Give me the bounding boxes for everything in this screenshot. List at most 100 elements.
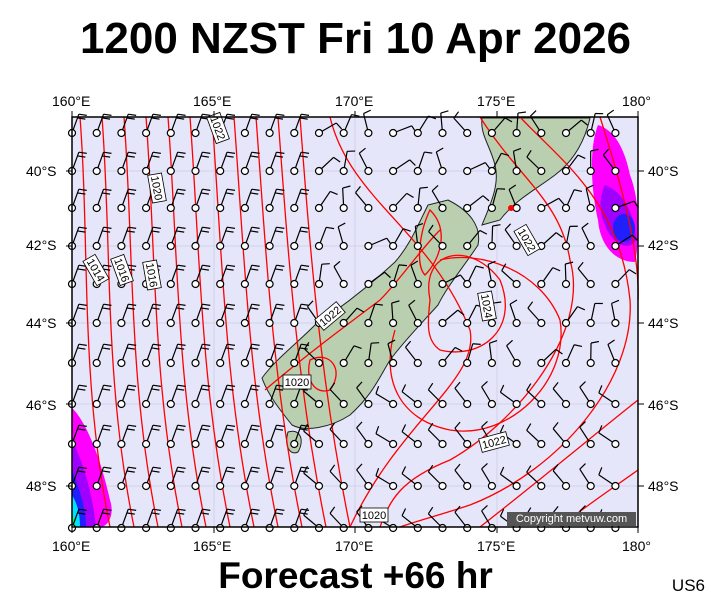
wind-station-circle (389, 399, 398, 409)
wind-station-circle (265, 439, 274, 449)
wind-station-circle (117, 523, 126, 533)
wind-barb-feather (250, 268, 259, 271)
wind-station-circle (487, 128, 496, 138)
wind-station-circle (216, 203, 225, 213)
wind-barb-feather (481, 504, 488, 512)
wind-barb-feather (598, 385, 603, 394)
wind-barb-feather (128, 113, 137, 116)
wind-barb-feather (509, 299, 518, 305)
wind-station-circle (265, 358, 274, 368)
wind-barb-feather (103, 303, 112, 306)
wind-station-circle (290, 128, 299, 138)
wind-barb-feather (552, 267, 561, 272)
wind-barb-feather (574, 344, 583, 348)
wind-barb-feather (250, 470, 259, 473)
wind-barb-feather (479, 229, 488, 235)
wind-station-circle (339, 399, 348, 409)
copyright-notice: Copyright metvuw.com (507, 512, 636, 526)
wind-station-circle (314, 439, 324, 449)
wind-barb-feather (78, 466, 87, 469)
wind-barb-feather (401, 508, 407, 516)
wind-station-circle (142, 523, 151, 533)
wind-station-circle (438, 203, 447, 213)
wind-barb-feather (176, 192, 185, 195)
wind-barb-feather (579, 421, 586, 428)
wind-barb-feather (304, 342, 310, 350)
wind-station-circle (191, 358, 200, 368)
wind-barb-feather (251, 188, 260, 191)
wind-station-circle (463, 279, 472, 289)
wind-station-circle (512, 203, 521, 213)
wind-barb-feather (151, 428, 160, 431)
wind-barb-feather (454, 346, 463, 352)
wind-barb-feather (631, 234, 639, 242)
wind-barb-feather (517, 111, 527, 114)
wind-station-circle (586, 318, 595, 328)
wind-barb-feather (526, 465, 532, 473)
wind-barb-feather (481, 420, 488, 428)
wind-station-circle (512, 279, 521, 289)
wind-station-circle (216, 241, 225, 251)
wind-barb-feather (457, 309, 465, 316)
wind-station-circle (339, 439, 348, 449)
wind-station-circle (438, 166, 447, 176)
wind-barb-feather (415, 223, 424, 227)
wind-barb-feather (151, 470, 160, 473)
wind-barb-feather (78, 384, 87, 387)
wind-station-circle (487, 241, 496, 251)
wind-barb-feather (103, 113, 112, 116)
wind-barb-feather (342, 185, 351, 189)
wind-barb-feather (454, 381, 461, 389)
wind-station-circle (463, 481, 472, 491)
wind-barb-feather (77, 388, 86, 391)
wind-barb-feather (274, 268, 284, 271)
wind-station-circle (561, 439, 571, 449)
contour-label-box (478, 431, 510, 453)
wind-station-circle (290, 523, 299, 533)
wind-station-circle (389, 358, 398, 368)
wind-station-circle (216, 399, 225, 409)
wind-station-circle (339, 128, 348, 138)
wind-station-circle (166, 203, 175, 213)
wind-barb-feather (440, 110, 449, 114)
lat-label-right-42: 42°S (648, 237, 679, 253)
wind-station-circle (142, 318, 151, 328)
wind-barb-feather (200, 307, 209, 310)
wind-station-circle (586, 203, 595, 213)
wind-barb-feather (200, 230, 209, 233)
wind-barb-feather (427, 506, 434, 515)
wind-station-circle (561, 241, 571, 251)
wind-station-circle (463, 358, 472, 368)
isobar (399, 116, 631, 528)
wind-barb-feather (611, 299, 620, 304)
lon-label-bottom-165: 165°E (193, 538, 232, 554)
wind-station-circle (314, 358, 324, 368)
wind-barb-feather (226, 424, 236, 427)
lat-label-right-44: 44°S (648, 315, 679, 331)
wind-barb-feather (102, 428, 111, 431)
wind-station-circle (166, 399, 175, 409)
wind-station-circle (142, 481, 151, 491)
wind-station-circle (290, 241, 299, 251)
wind-barb-feather (78, 188, 87, 191)
wind-station-circle (438, 241, 447, 251)
wind-barb-feather (126, 155, 135, 158)
wind-station-circle (166, 358, 175, 368)
wind-station-circle (117, 399, 126, 409)
wind-barb-feather (250, 117, 259, 120)
wind-station-circle (487, 203, 496, 213)
wind-barb-feather (102, 512, 111, 515)
wind-barb-feather (427, 382, 434, 391)
wind-barb-feather (151, 512, 160, 515)
wind-barb-feather (454, 421, 461, 429)
lat-label-left-42: 42°S (26, 237, 57, 253)
wind-barb-feather (77, 117, 86, 120)
wind-station-circle (240, 523, 249, 533)
wind-station-circle (413, 358, 422, 368)
contour-label-text: 1020 (362, 510, 386, 522)
wind-barb-feather (177, 264, 186, 267)
wind-barb-feather (176, 512, 185, 515)
wind-station-circle (265, 166, 274, 176)
wind-barb-feather (251, 466, 260, 469)
wind-barb-feather (250, 155, 259, 158)
